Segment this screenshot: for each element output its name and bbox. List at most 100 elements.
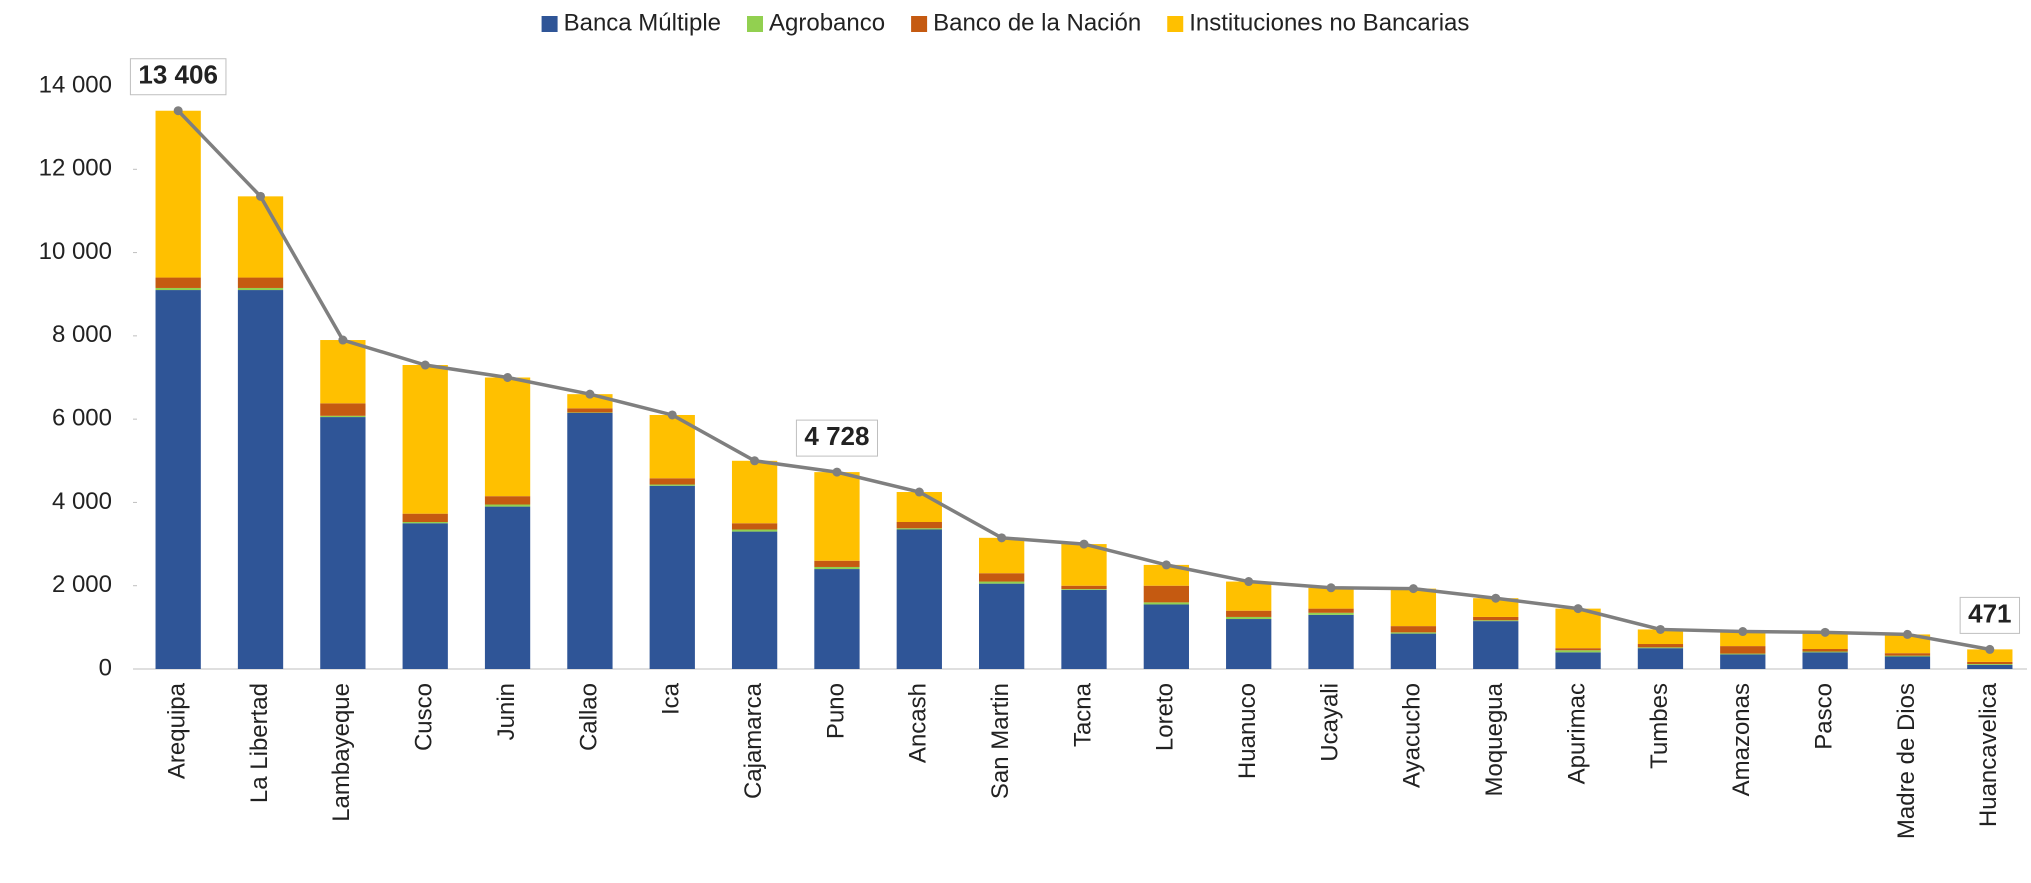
x-tick-label: Moquegua	[1481, 682, 1508, 796]
x-tick-label: San Martin	[987, 683, 1014, 799]
bar-segment	[896, 528, 942, 530]
x-tick-label: Tacna	[1069, 682, 1096, 747]
x-tick-label: Lambayeque	[328, 683, 355, 822]
bar-segment	[484, 504, 531, 507]
bar-segment	[1555, 650, 1601, 653]
x-tick-label: Apurimac	[1563, 683, 1590, 784]
legend: Banca Múltiple Agrobanco Banco de la Nació…	[541, 9, 1469, 36]
bar-segment	[1720, 646, 1766, 654]
bar-segment	[1637, 647, 1684, 649]
bar-segment	[731, 529, 778, 532]
bar-segment	[402, 523, 448, 669]
y-tick-label: 10 000	[39, 238, 112, 265]
bar-segment	[484, 377, 531, 497]
bar-segment	[1967, 664, 2013, 669]
bar-segment	[237, 277, 284, 288]
bar-segment	[1555, 648, 1601, 651]
bar-segment	[1061, 544, 1107, 586]
total-point	[338, 335, 348, 345]
bar-segment	[979, 573, 1025, 582]
bar-segment	[1720, 653, 1766, 655]
bar-segment	[1226, 581, 1272, 611]
total-point	[1079, 539, 1089, 549]
bar-segment	[731, 460, 778, 524]
bar-segment	[1967, 664, 2013, 665]
bar-segment	[1473, 598, 1519, 617]
y-tick-label: 6 000	[52, 404, 112, 431]
total-point	[1244, 577, 1254, 587]
y-tick-label: 2 000	[52, 571, 112, 598]
total-point	[1326, 583, 1336, 593]
y-tick-label: 12 000	[39, 155, 112, 182]
x-tick-label: Ancash	[905, 683, 932, 763]
x-tick-label: Ica	[658, 682, 685, 715]
bar-segment	[649, 484, 695, 486]
bar-segment	[237, 196, 284, 278]
bar-segment	[1637, 648, 1684, 669]
bar-segment	[402, 513, 448, 523]
bar-segment	[320, 417, 366, 669]
total-point	[1161, 560, 1171, 570]
x-tick-label: Pasco	[1810, 683, 1837, 750]
x-tick-label: Amazonas	[1728, 683, 1755, 796]
x-tick-label: Ayacucho	[1399, 683, 1426, 788]
bar-segment	[814, 566, 860, 570]
bar-segment	[814, 569, 860, 669]
total-point	[997, 533, 1007, 543]
bar-segment	[731, 531, 778, 669]
bar-segment	[979, 583, 1025, 669]
bar-segment	[1308, 612, 1354, 615]
x-tick-label: Arequipa	[164, 682, 191, 779]
bar-segment	[1884, 655, 1931, 657]
bar-segment	[1226, 619, 1272, 669]
bar-segment	[1967, 661, 2013, 665]
y-tick-label: 4 000	[52, 488, 112, 515]
total-point	[1985, 644, 1995, 654]
bar-segment	[1884, 653, 1931, 656]
x-tick-label: Puno	[822, 683, 849, 739]
bar-segment	[1226, 610, 1272, 617]
bar-segment	[484, 496, 531, 505]
bar-segment	[649, 478, 695, 485]
y-tick-label: 14 000	[39, 71, 112, 98]
data-label: 471	[1959, 596, 2021, 634]
data-label-text: 4 728	[804, 421, 869, 451]
x-tick-label: Ucayali	[1316, 683, 1343, 762]
bar-segment	[1555, 652, 1601, 669]
total-point	[1573, 604, 1583, 614]
legend-swatch	[541, 16, 558, 32]
bar-segment	[896, 492, 942, 523]
bar-segment	[731, 523, 778, 530]
bar-segment	[896, 529, 942, 669]
bar-segment	[1637, 629, 1684, 645]
bar-segment	[1308, 587, 1354, 609]
bar-segment	[402, 365, 448, 514]
data-label-box	[1959, 596, 2021, 634]
bar-segment	[402, 522, 448, 524]
bar-segment	[320, 415, 366, 418]
bar-segment	[1390, 588, 1437, 627]
bar-segment	[567, 412, 613, 669]
bar-segment	[237, 290, 284, 669]
x-tick-label: Madre de Dios	[1893, 683, 1920, 839]
total-point	[1408, 584, 1418, 594]
bar-segment	[1473, 621, 1519, 669]
bar-segment	[1884, 634, 1931, 654]
y-tick-label: 8 000	[52, 321, 112, 348]
legend-label: Agrobanco	[769, 9, 885, 36]
total-point	[667, 410, 677, 420]
bar-segment	[896, 522, 942, 529]
bar-segment	[649, 485, 695, 669]
bar-segment	[1884, 656, 1931, 669]
bar-segment	[814, 472, 860, 561]
bar-segment	[1061, 589, 1107, 590]
bar-segment	[1967, 649, 2013, 662]
total-point	[173, 106, 183, 116]
bar-segment	[320, 403, 366, 416]
data-label: 13 406	[129, 58, 227, 96]
total-point	[914, 487, 924, 497]
x-tick-label: Huancavelica	[1975, 682, 2002, 827]
legend-label: Banco de la Nación	[933, 9, 1141, 36]
x-tick-label: Loreto	[1152, 683, 1179, 751]
